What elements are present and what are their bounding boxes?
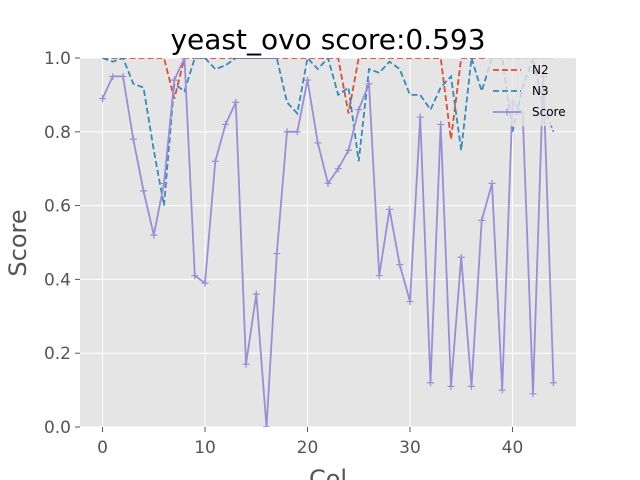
x-axis-label: Col (309, 465, 347, 480)
score-point (529, 390, 537, 398)
score-point (129, 135, 137, 143)
legend-label: N3 (532, 84, 549, 98)
score-point (170, 76, 178, 84)
legend-marker (503, 108, 511, 116)
score-point (324, 179, 332, 187)
score-point (160, 179, 168, 187)
score-point (273, 250, 281, 258)
score-point (119, 72, 127, 80)
score-point (478, 216, 486, 224)
score-point (304, 76, 312, 84)
score-point (314, 139, 322, 147)
score-point (365, 80, 373, 88)
score-point (447, 382, 455, 390)
y-tick-label: 0.6 (44, 197, 71, 217)
x-tick-label: 10 (194, 438, 216, 458)
chart-title: yeast_ovo score:0.593 (170, 23, 485, 56)
score-point (222, 120, 230, 128)
x-tick-label: 20 (297, 438, 319, 458)
score-point (242, 360, 250, 368)
y-axis: 0.0 0.2 0.4 0.6 0.8 1.0 (44, 49, 80, 438)
y-tick-label: 0.0 (44, 418, 71, 438)
score-point (293, 128, 301, 136)
series-layer (99, 58, 557, 427)
score-point (263, 423, 271, 427)
score-point (355, 106, 363, 114)
x-tick-label: 40 (502, 438, 524, 458)
score-point (140, 187, 148, 195)
y-tick-label: 0.4 (44, 270, 71, 290)
score-point (416, 113, 424, 121)
legend-label: N2 (532, 63, 549, 77)
score-point (99, 95, 107, 103)
score-point (385, 205, 393, 213)
legend-box (487, 58, 576, 126)
x-tick-label: 30 (399, 438, 421, 458)
legend: N2 N3 Score (487, 58, 576, 126)
score-point (344, 146, 352, 154)
score-point (488, 179, 496, 187)
score-point (181, 58, 189, 62)
score-point (283, 128, 291, 136)
y-axis-label: Score (4, 209, 32, 276)
score-point (191, 272, 199, 280)
y-tick-label: 0.8 (44, 123, 71, 143)
score-point (396, 261, 404, 269)
score-point (426, 379, 434, 387)
score-point (498, 386, 506, 394)
score-point (375, 272, 383, 280)
score-point (467, 382, 475, 390)
score-point (232, 98, 240, 106)
y-tick-label: 0.2 (44, 344, 71, 364)
score-point (252, 290, 260, 298)
score-point (211, 157, 219, 165)
score-point (150, 231, 158, 239)
series-line-n3 (102, 58, 555, 206)
y-tick-label: 1.0 (44, 49, 71, 69)
series-line-n2 (102, 58, 554, 140)
x-axis: 0 10 20 30 40 (97, 427, 523, 458)
legend-label: Score (532, 105, 566, 119)
score-point (549, 379, 557, 387)
score-point (457, 253, 465, 261)
x-tick-label: 0 (97, 438, 108, 458)
score-point (437, 120, 445, 128)
score-point (334, 165, 342, 173)
score-point (201, 279, 209, 287)
score-point (109, 72, 117, 80)
score-point (406, 298, 414, 306)
